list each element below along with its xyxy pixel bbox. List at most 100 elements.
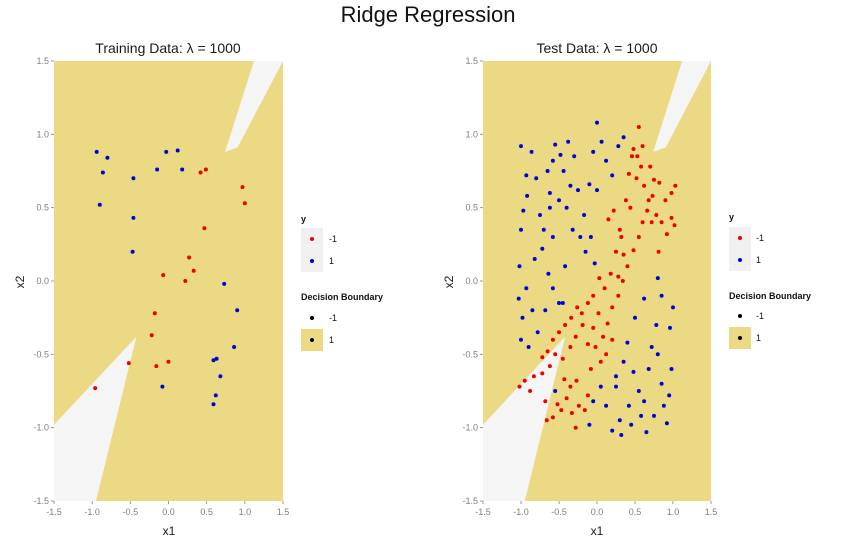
test-point-neg (585, 342, 590, 347)
test-y-axis-title: x2 (442, 275, 456, 288)
test-point-pos (633, 315, 637, 320)
test-point-neg (545, 349, 550, 354)
legend-boundary-point-pos (310, 338, 314, 342)
test-point-neg (528, 389, 533, 393)
test-point-neg (544, 418, 549, 423)
test-point-neg (623, 198, 628, 203)
test-y-tick-label: 0.5 (465, 203, 478, 213)
test-point-neg (596, 311, 601, 316)
test-point-pos (572, 154, 577, 159)
test-point-neg (664, 232, 669, 237)
training-panel: Training Data: λ = 1000 -1.5 -1.0 -0.5 0.0 0… (13, 40, 289, 538)
test-point-pos (604, 158, 609, 163)
test-x-tick-label: -1.0 (513, 507, 529, 517)
test-point-pos (576, 188, 580, 193)
test-point-pos (524, 286, 529, 291)
training-y-tick-label: 0.5 (36, 203, 49, 213)
test-point-neg (580, 323, 585, 327)
test-point-pos (642, 296, 647, 301)
training-point-neg (198, 170, 203, 175)
test-point-neg (575, 305, 580, 310)
test-x-tick-label: 1.0 (667, 507, 680, 517)
test-y-tick-label: -1.0 (462, 423, 478, 433)
test-point-pos (558, 152, 563, 157)
test-point-pos (659, 381, 664, 386)
training-point-pos (222, 281, 227, 286)
test-point-neg (564, 396, 569, 401)
test-point-pos (524, 173, 529, 178)
test-point-pos (529, 149, 534, 154)
training-axis-ticks: -1.5 -1.0 -0.5 0.0 0.5 1.0 1.5 -1.5 -1.0 -0.5 0.0 0… (33, 56, 289, 517)
training-y-tick-label: -0.5 (33, 349, 49, 359)
test-point-neg (517, 384, 522, 389)
test-x-tick-label: 0.0 (591, 507, 604, 517)
test-point-neg (540, 371, 545, 376)
legend-point-pos (738, 258, 742, 262)
test-point-pos (516, 296, 521, 301)
training-y-axis-title: x2 (13, 275, 27, 288)
test-point-neg (585, 301, 590, 305)
test-point-pos (642, 399, 647, 404)
test-point-pos (519, 227, 523, 232)
test-point-neg (606, 217, 611, 222)
test-point-neg (657, 180, 662, 185)
training-point-pos (160, 384, 165, 389)
training-y-tick-label: 1.5 (36, 56, 49, 66)
legend-boundary-label-neg: -1 (329, 313, 337, 323)
test-point-pos (563, 264, 568, 269)
test-point-pos (631, 369, 636, 374)
legend-boundary-title: Decision Boundary (729, 291, 811, 301)
test-point-pos (610, 173, 615, 178)
test-point-pos (546, 271, 551, 276)
test-point-pos (625, 340, 630, 345)
test-point-neg (568, 384, 573, 389)
test-point-pos (595, 120, 599, 125)
training-point-neg (191, 268, 196, 273)
test-point-neg (652, 177, 656, 182)
test-point-neg (553, 352, 558, 357)
test-point-neg (663, 198, 668, 203)
legend-boundary-label-neg: -1 (756, 311, 764, 321)
test-point-pos (655, 276, 660, 281)
test-point-pos (617, 418, 622, 423)
legend-y-label-neg: -1 (329, 234, 337, 244)
test-point-neg (604, 352, 609, 357)
training-point-pos (105, 155, 110, 160)
test-point-pos (610, 428, 615, 433)
training-x-tick-label: -0.5 (123, 507, 139, 517)
test-point-neg (574, 378, 579, 383)
test-point-neg (610, 337, 615, 342)
training-x-tick-label: 0.5 (200, 507, 213, 517)
test-legend: y -1 1 Decision Boundary -1 1 (729, 212, 811, 349)
training-point-neg (149, 333, 154, 338)
test-point-neg (648, 164, 653, 169)
test-point-pos (591, 149, 596, 154)
test-point-neg (605, 321, 610, 326)
test-y-tick-label: 1.5 (465, 56, 478, 66)
test-point-neg (636, 235, 641, 239)
test-point-neg (573, 425, 578, 430)
training-point-neg (152, 311, 157, 316)
training-point-pos (211, 358, 216, 363)
test-point-neg (621, 252, 626, 257)
test-point-pos (588, 235, 593, 239)
test-point-pos (595, 188, 599, 193)
training-point-pos (100, 170, 105, 175)
test-point-pos (587, 422, 592, 427)
test-point-neg (563, 323, 568, 327)
test-axis-ticks: -1.5 -1.0 -0.5 0.0 0.5 1.0 1.5 -1.5 -1.0 -0.5 0.0 0… (462, 56, 717, 517)
legend-y-title: y (301, 214, 306, 224)
test-point-pos (568, 183, 573, 188)
test-point-pos (598, 384, 603, 389)
test-point-pos (636, 389, 641, 393)
test-point-pos (639, 413, 644, 418)
test-point-pos (570, 227, 575, 232)
training-point-pos (155, 167, 160, 172)
training-y-tick-label: 0.0 (36, 276, 49, 286)
test-x-tick-label: 1.5 (705, 507, 718, 517)
test-point-neg (522, 378, 527, 383)
test-point-neg (628, 205, 633, 210)
training-y-tick-label: 1.0 (36, 129, 49, 139)
test-point-pos (587, 182, 592, 187)
training-point-neg (154, 364, 159, 369)
